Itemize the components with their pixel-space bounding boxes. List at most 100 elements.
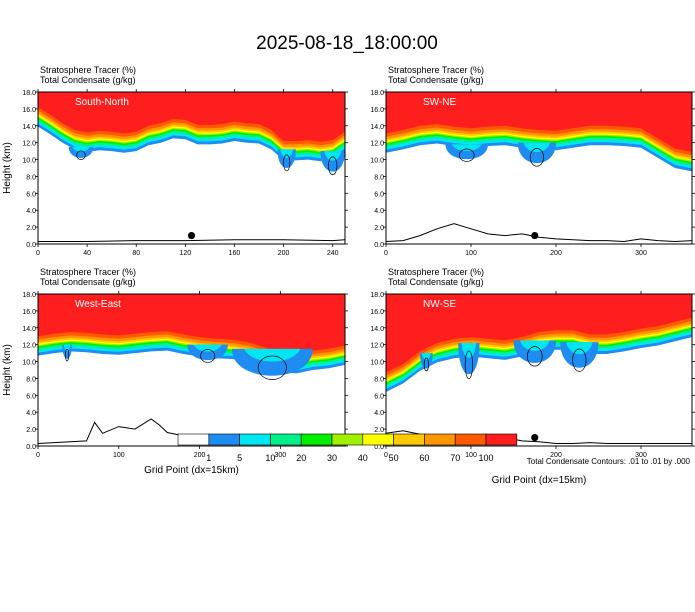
tracer-band-10	[386, 294, 692, 373]
tracer-band-10	[38, 92, 345, 142]
colorbar-label: 10	[265, 453, 275, 463]
y-tick-label: 12.0	[22, 343, 36, 350]
cloud-core-1	[421, 353, 431, 361]
colorbar-swatch-4	[300, 433, 333, 446]
plot-area	[386, 92, 692, 244]
colorbar-label: 60	[419, 453, 429, 463]
cloud-core-3	[63, 344, 71, 351]
y-tick-label: 0.0	[26, 242, 36, 249]
cloud-core-4	[565, 342, 593, 355]
y-tick-label: 0.0	[374, 242, 384, 249]
colorbar-label: 40	[358, 453, 368, 463]
x-tick-label: 300	[635, 452, 647, 459]
x-tick-label: 100	[465, 452, 477, 459]
panel-title-tracer: Stratosphere Tracer (%)	[40, 267, 136, 277]
colorbar-label: 20	[296, 453, 306, 463]
cloud-core-2	[280, 149, 294, 158]
x-tick-label: 200	[194, 452, 206, 459]
y-tick-label: 6.0	[26, 393, 36, 400]
y-tick-label: 14.0	[22, 326, 36, 333]
y-tick-label: 18.0	[370, 90, 384, 97]
colorbar-swatch-1	[208, 433, 240, 446]
colorbar-swatch-9	[454, 433, 487, 446]
y-tick-label: 4.0	[374, 410, 384, 417]
y-tick-label: 2.0	[374, 225, 384, 232]
x-tick-label: 100	[113, 452, 125, 459]
condensate-contour-3	[526, 346, 543, 367]
panel-title-condensate: Total Condensate (g/kg)	[388, 75, 484, 85]
x-tick-label: 0	[36, 250, 40, 257]
panel-title-condensate: Total Condensate (g/kg)	[40, 277, 136, 287]
condensate-contour-1	[423, 357, 429, 372]
location-marker	[531, 231, 539, 240]
y-tick-label: 16.0	[370, 309, 384, 316]
colorbar-swatch-6	[362, 433, 394, 446]
panel-title-tracer: Stratosphere Tracer (%)	[388, 65, 484, 75]
y-tick-label: 10.0	[22, 360, 36, 367]
panel-title-tracer: Stratosphere Tracer (%)	[40, 65, 136, 75]
y-tick-label: 18.0	[22, 90, 36, 97]
colorbar-label: 70	[450, 453, 460, 463]
y-tick-label: 16.0	[22, 309, 36, 316]
colorbar-swatch-10	[485, 433, 518, 446]
y-tick-label: 12.0	[22, 141, 36, 148]
panel-title-condensate: Total Condensate (g/kg)	[40, 75, 136, 85]
x-tick-label: 300	[275, 452, 287, 459]
panel-title-condensate: Total Condensate (g/kg)	[388, 277, 484, 287]
contour-footnote: Total Condensate Contours: .01 to .01 by…	[527, 457, 691, 466]
y-tick-label: 8.0	[26, 174, 36, 181]
y-tick-label: 4.0	[374, 208, 384, 215]
y-tick-label: 10.0	[22, 158, 36, 165]
y-tick-label: 6.0	[374, 393, 384, 400]
y-tick-label: 8.0	[374, 376, 384, 383]
x-axis-label: Grid Point (dx=15km)	[492, 475, 587, 486]
x-tick-label: 160	[229, 250, 241, 257]
colorbar-swatch-7	[393, 433, 425, 446]
colorbar-swatch-2	[239, 433, 271, 446]
condensate-contour-3	[65, 348, 70, 362]
y-tick-label: 12.0	[370, 141, 384, 148]
x-tick-label: 200	[278, 250, 290, 257]
plot-area	[38, 294, 345, 446]
colorbar: 1 5 10 20 30 40 50 60 70 100	[177, 433, 518, 463]
y-tick-label: 2.0	[26, 225, 36, 232]
colorbar-swatch-0	[177, 433, 210, 446]
terrain-line	[386, 223, 692, 243]
y-axis-label: Height (km)	[2, 142, 13, 194]
y-tick-label: 0.0	[374, 444, 384, 451]
y-tick-label: 14.0	[370, 326, 384, 333]
x-tick-label: 240	[327, 250, 339, 257]
y-tick-label: 6.0	[26, 191, 36, 198]
condensate-contour-2	[283, 154, 291, 172]
condensate-contour-2	[529, 148, 544, 167]
tracer-band-10	[386, 92, 692, 152]
y-tick-label: 4.0	[26, 208, 36, 215]
x-tick-label: 120	[180, 250, 192, 257]
condensate-contour-2	[464, 350, 473, 380]
y-tick-label: 2.0	[374, 427, 384, 434]
y-tick-label: 6.0	[374, 191, 384, 198]
y-tick-label: 16.0	[22, 107, 36, 114]
cloud-core-3	[519, 340, 550, 351]
y-tick-label: 10.0	[370, 158, 384, 165]
plot-area	[386, 294, 692, 446]
condensate-contour-1	[200, 349, 216, 363]
location-marker	[187, 231, 196, 240]
panel-west-east: West-East Stratosphere Tracer (%)Total Co…	[2, 267, 348, 476]
colorbar-label: 100	[478, 453, 493, 463]
y-tick-label: 4.0	[26, 410, 36, 417]
colorbar-swatch-3	[270, 433, 302, 446]
y-tick-label: 0.0	[26, 444, 36, 451]
plot-frame	[37, 293, 346, 447]
colorbar-swatch-5	[331, 433, 364, 446]
y-tick-label: 16.0	[370, 107, 384, 114]
panel-title-tracer: Stratosphere Tracer (%)	[388, 267, 484, 277]
plot-frame	[385, 293, 693, 447]
cloud-core-3	[324, 151, 342, 161]
x-tick-label: 200	[550, 452, 562, 459]
condensate-contour-1	[458, 148, 475, 162]
condensate-contour-2	[257, 355, 287, 380]
panel-label: SW-NE	[423, 97, 456, 108]
cloud-core-2	[461, 342, 477, 358]
